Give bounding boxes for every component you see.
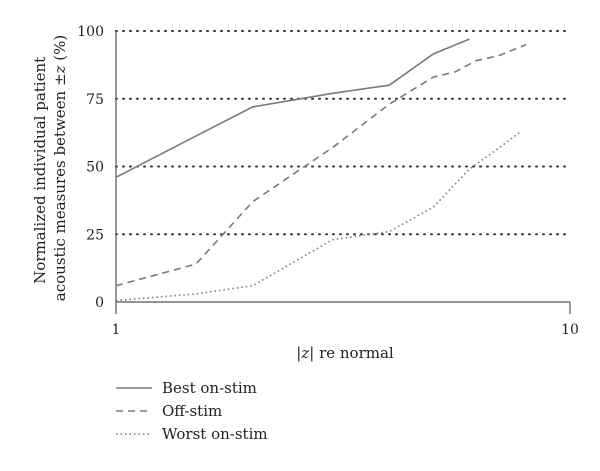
y-tick-label-25: 25 xyxy=(86,227,104,243)
legend-label-1: Off-stim xyxy=(162,402,222,420)
series-line-worst-on-stim xyxy=(115,130,522,302)
y-tick-label-75: 75 xyxy=(86,92,104,108)
legend: Best on-stim Off-stim Worst on-stim xyxy=(116,379,268,443)
legend-label-0: Best on-stim xyxy=(162,379,257,397)
legend-label-2: Worst on-stim xyxy=(162,425,268,443)
x-axis-label: |z| re normal xyxy=(296,344,394,362)
series-line-off-stim xyxy=(115,43,527,287)
y-axis-label: Normalized individual patient acoustic m… xyxy=(31,35,69,301)
axes xyxy=(115,31,571,314)
y-tick-label-100: 100 xyxy=(77,24,104,40)
y-tick-label-0: 0 xyxy=(95,295,104,311)
x-tick-label-10: 10 xyxy=(561,322,579,338)
series-lines xyxy=(115,38,527,302)
series-line-best-on-stim xyxy=(115,38,470,179)
grid-lines xyxy=(115,30,571,236)
y-tick-label-50: 50 xyxy=(86,160,104,176)
x-tick-label-1: 1 xyxy=(112,322,121,338)
